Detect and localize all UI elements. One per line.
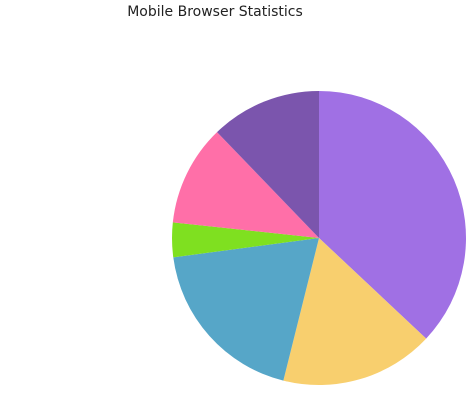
pie-slice <box>319 91 466 339</box>
pie-slice <box>217 91 319 238</box>
pie-slice <box>173 238 319 381</box>
pie-slice <box>172 222 319 258</box>
pie-slice <box>283 238 427 385</box>
chart-title: Mobile Browser Statistics <box>127 4 303 20</box>
pie-slice <box>172 132 319 238</box>
